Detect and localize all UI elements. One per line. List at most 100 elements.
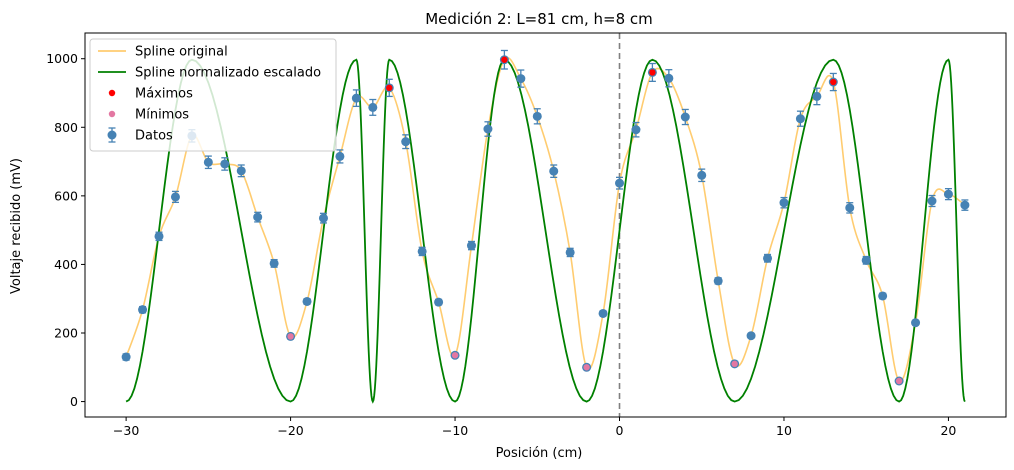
data-marker [220,159,230,169]
x-tick-label: 10 [776,423,792,438]
data-marker [960,200,970,210]
data-point [878,291,888,301]
data-point [368,98,378,116]
data-point [121,352,131,362]
maximum-marker [830,78,837,86]
data-marker [203,157,213,167]
y-tick-label: 400 [54,257,78,272]
data-marker [236,166,246,176]
legend-item: Mínimos [108,108,189,123]
legend-label: Máximos [135,87,193,102]
legend-dot-swatch [108,89,116,97]
data-point [302,296,312,306]
data-marker [697,170,707,180]
data-marker [631,125,641,135]
data-marker [170,192,180,202]
maximum-marker [386,84,393,92]
data-point [138,305,148,315]
minimum-marker [583,364,590,371]
data-point [318,212,328,224]
data-point [253,211,263,223]
plot-inner [121,33,970,417]
data-point [351,89,361,108]
minimum-marker [287,333,294,340]
data-point [549,164,559,178]
data-marker [138,305,148,315]
data-point [927,194,937,208]
legend-item: Spline original [98,45,228,60]
data-marker [253,212,263,222]
maximum-marker [649,69,656,76]
data-point [960,199,970,211]
data-point [746,331,756,341]
data-point [812,87,822,106]
data-point [170,190,180,204]
maximum-marker [501,56,508,63]
data-point [763,253,773,263]
x-tick-label: 0 [616,423,624,438]
x-tick-label: 20 [940,423,956,438]
legend-label: Datos [135,129,173,144]
data-marker [154,231,164,241]
data-point [631,121,641,138]
chart-title: Medición 2: L=81 cm, h=8 cm [425,10,653,28]
data-point [615,176,625,190]
data-marker [861,255,871,265]
legend-label: Spline normalizado escalado [135,66,321,81]
data-marker [746,331,756,341]
data-point [516,69,526,88]
data-marker [466,241,476,251]
data-marker [434,297,444,307]
data-marker [598,308,608,318]
data-marker [664,73,674,83]
axes-frame [84,32,1007,418]
y-axis-label: Voltaje recibido (mV) [9,158,24,294]
data-point [203,155,213,170]
data-marker [763,253,773,263]
data-point [565,247,575,258]
data-marker [302,296,312,306]
data-marker [121,352,131,362]
plot-area [121,33,970,417]
y-tick-label: 1000 [46,51,78,66]
legend-label: Mínimos [135,108,189,123]
data-point [943,188,953,201]
data-point [911,318,921,328]
data-marker [318,213,328,223]
data-marker [516,74,526,84]
legend-marker-swatch [107,130,117,140]
x-tick-label: −20 [277,423,303,438]
data-marker [927,196,937,206]
data-point [532,108,542,125]
minimum-marker [895,377,903,385]
data-marker [335,151,345,161]
data-marker [713,276,723,286]
y-tick-label: 200 [54,326,78,341]
data-marker [911,318,921,328]
data-point [401,134,411,150]
data-marker [565,247,575,257]
data-marker [532,111,542,121]
data-marker [779,198,789,208]
data-marker [812,91,822,101]
legend: Spline original Spline normalizado escala… [89,38,337,152]
minimum-marker [731,360,738,368]
data-point [269,258,279,268]
data-point [466,240,476,251]
y-tick-label: 800 [54,120,78,135]
data-marker [615,178,625,188]
data-point [861,255,871,265]
data-marker [368,102,378,112]
data-marker [943,189,953,199]
data-point [417,246,427,257]
data-marker [351,93,361,103]
data-marker [795,114,805,124]
data-point [598,308,608,318]
data-point [795,110,805,127]
x-tick-label: −30 [113,423,139,438]
x-axis-label: Posición (cm) [496,446,583,461]
data-marker [483,124,493,134]
data-marker [549,166,559,176]
